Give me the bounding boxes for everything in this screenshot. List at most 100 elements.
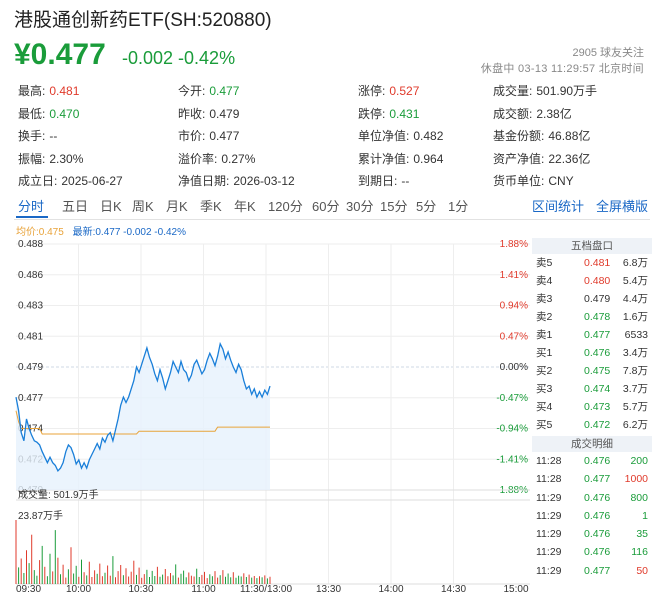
- price-tick: 0.481: [18, 331, 43, 342]
- order-volume: 1.6万: [622, 311, 648, 323]
- tab-3[interactable]: 周K: [132, 199, 154, 214]
- stat-label: 最高:: [18, 84, 46, 98]
- price-area: [16, 343, 270, 490]
- stat-item: 跌停: 0.431: [358, 105, 419, 122]
- stat-item: 涨停: 0.527: [358, 82, 419, 99]
- stat-value: 2025-06-27: [61, 174, 123, 188]
- trade-volume: 116: [631, 546, 648, 559]
- time-label: 14:30: [441, 584, 466, 595]
- order-book-row: 卖3 0.479 4.4万: [532, 290, 652, 308]
- stat-label: 资产净值:: [493, 151, 545, 166]
- followers-count[interactable]: 2905 球友关注: [572, 47, 644, 59]
- order-side: 卖3: [536, 293, 553, 305]
- trade-price: 0.477: [584, 564, 611, 577]
- order-side: 卖2: [536, 311, 553, 323]
- order-price: 0.477: [584, 329, 611, 341]
- trade-row: 11:29 0.477 50: [532, 562, 652, 580]
- intraday-chart[interactable]: 0.488 1.88% 0.486 1.41% 0.483 0.94% 0.481 0.47%…: [0, 230, 530, 613]
- price-change: -0.002 -0.42%: [122, 48, 236, 68]
- tab-10[interactable]: 15分: [380, 199, 408, 214]
- order-book-row: 买3 0.474 3.7万: [532, 380, 652, 398]
- trade-price: 0.476: [584, 528, 611, 541]
- tab-2[interactable]: 日K: [100, 199, 122, 214]
- order-price: 0.478: [584, 311, 611, 323]
- order-book-row: 买1 0.476 3.4万: [532, 344, 652, 362]
- stat-value: 0.527: [389, 84, 420, 98]
- tab-7[interactable]: 120分: [268, 199, 303, 214]
- order-side: 买5: [536, 419, 553, 431]
- stat-value: 0.481: [49, 84, 80, 98]
- quote-stats: 最高: 0.481 今开: 0.477 涨停: 0.527 成交量: 501.90万手最低: 0…: [18, 82, 648, 195]
- order-side: 卖1: [536, 329, 553, 341]
- trade-price: 0.477: [584, 473, 611, 486]
- order-book-row: 卖5 0.481 6.8万: [532, 254, 652, 272]
- stat-item: 净值日期: 2026-03-12: [178, 172, 295, 189]
- stat-value: 501.90万手: [536, 84, 598, 98]
- order-book-row: 买2 0.475 7.8万: [532, 362, 652, 380]
- stat-value: CNY: [548, 174, 574, 188]
- tab-0[interactable]: 分时: [18, 199, 45, 214]
- trade-row: 11:29 0.476 35: [532, 525, 652, 543]
- trade-price: 0.476: [584, 491, 611, 504]
- stats-row: 成立日: 2025-06-27 净值日期: 2026-03-12 到期日: -- 货币单位:…: [18, 172, 648, 195]
- pct-tick: 0.00%: [500, 362, 528, 373]
- tab-9[interactable]: 30分: [346, 199, 374, 214]
- chart-legend: 均价:0.475 最新:0.477 -0.002 -0.42%: [16, 223, 186, 238]
- tab-8[interactable]: 60分: [312, 199, 340, 214]
- tab-4[interactable]: 月K: [166, 199, 188, 214]
- order-book-title: 五档盘口: [532, 238, 652, 254]
- stat-value: 0.431: [389, 106, 420, 121]
- stat-value: --: [49, 129, 58, 143]
- order-side: 买1: [536, 347, 553, 359]
- stat-value: 2.30%: [49, 151, 84, 166]
- stat-item: 基金份额: 46.88亿: [493, 127, 590, 144]
- stat-item: 到期日: --: [358, 172, 409, 189]
- trade-volume: 1000: [624, 473, 648, 486]
- tab-6[interactable]: 年K: [234, 199, 256, 214]
- time-label: 11:00: [191, 584, 216, 595]
- volume-label: 成交量: 501.9万手: [18, 488, 99, 501]
- volume-max-label: 23.87万手: [18, 509, 63, 522]
- trade-row: 11:29 0.476 800: [532, 489, 652, 507]
- stat-label: 振幅:: [18, 151, 46, 166]
- order-volume: 7.8万: [622, 365, 648, 377]
- tab-1[interactable]: 五日: [62, 199, 89, 214]
- stat-label: 成交量:: [493, 84, 533, 98]
- time-label: 15:00: [503, 584, 528, 595]
- trade-volume: 50: [636, 564, 648, 577]
- stat-label: 货币单位:: [493, 174, 545, 188]
- range-stats-link[interactable]: 区间统计: [532, 199, 585, 214]
- order-volume: 4.4万: [622, 293, 648, 305]
- stat-value: 0.477: [209, 129, 240, 143]
- price-tick: 0.486: [18, 270, 43, 281]
- tab-5[interactable]: 季K: [200, 199, 222, 214]
- stats-row: 换手: -- 市价: 0.477 单位净值: 0.482 基金份额: 46.88亿: [18, 127, 648, 150]
- tab-12[interactable]: 1分: [448, 199, 469, 214]
- stat-label: 成立日:: [18, 174, 58, 188]
- stat-item: 今开: 0.477: [178, 82, 239, 99]
- order-book-row: 卖4 0.480 5.4万: [532, 272, 652, 290]
- order-volume: 5.7万: [622, 401, 648, 413]
- tab-11[interactable]: 5分: [416, 199, 437, 214]
- trade-row: 11:29 0.476 116: [532, 543, 652, 561]
- order-price: 0.481: [584, 257, 611, 269]
- trades-title: 成交明细: [532, 436, 652, 452]
- stat-label: 跌停:: [358, 106, 386, 121]
- legend-last: 最新:0.477 -0.002 -0.42%: [72, 227, 186, 238]
- trade-price: 0.476: [584, 509, 611, 522]
- stat-label: 累计净值:: [358, 151, 410, 166]
- fund-title: 港股通创新药ETF(SH:520880): [14, 10, 272, 31]
- stat-label: 市价:: [178, 129, 206, 143]
- pct-tick: 1.41%: [500, 270, 528, 281]
- avg-price-line: [15, 410, 270, 435]
- order-price: 0.472: [584, 419, 611, 431]
- stat-value: 0.27%: [221, 151, 256, 166]
- trade-volume: 200: [630, 455, 648, 467]
- period-tabs: 分时 五日 日K 周K 月K 季K 年K 120分 60分 30分 15分 5分 1分 区间统计 全屏横版: [14, 196, 654, 218]
- stat-item: 溢价率: 0.27%: [178, 150, 255, 167]
- stat-label: 最低:: [18, 106, 46, 121]
- time-label: 14:00: [378, 584, 403, 595]
- fullscreen-link[interactable]: 全屏横版: [596, 199, 649, 214]
- stat-label: 到期日:: [358, 174, 398, 188]
- order-price: 0.473: [584, 401, 611, 413]
